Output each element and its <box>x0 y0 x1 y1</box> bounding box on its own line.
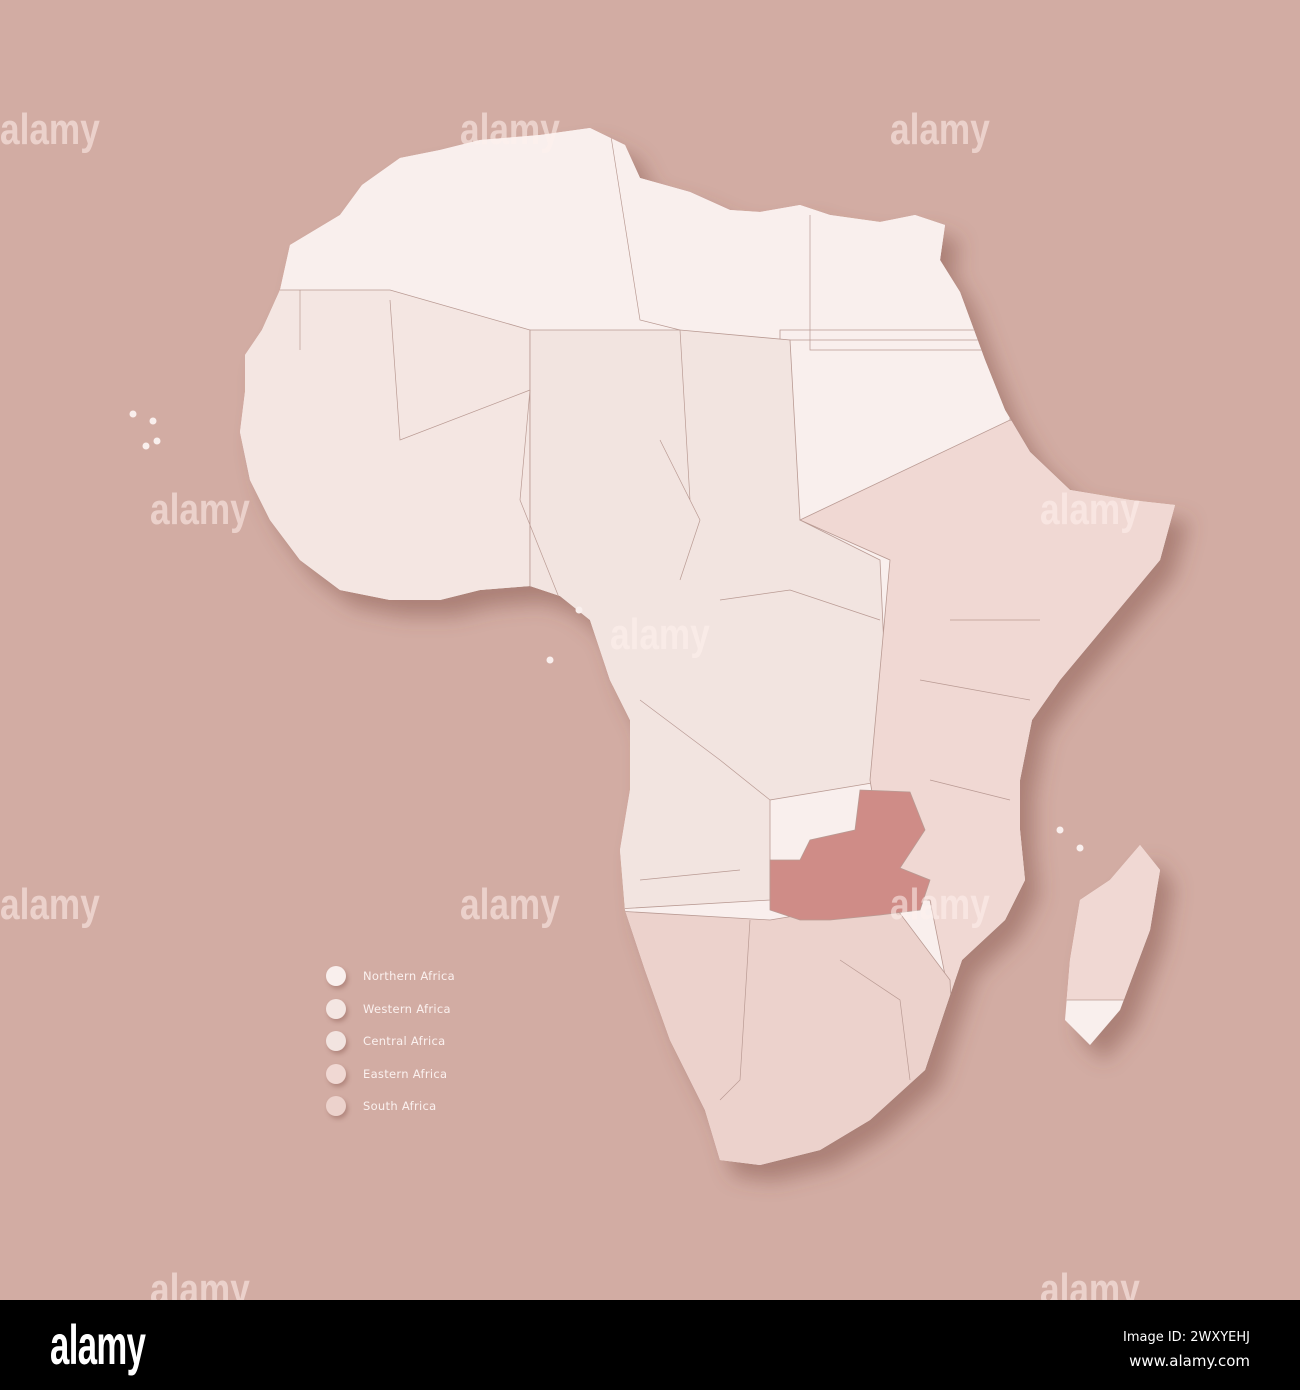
islands <box>129 410 1084 852</box>
legend-item: Eastern Africa <box>326 1058 455 1091</box>
island <box>1076 844 1084 852</box>
country-borders <box>299 129 1040 1101</box>
island <box>575 606 583 614</box>
legend-label: Western Africa <box>363 1001 451 1016</box>
image-id: Image ID: 2WXYEHJ <box>1123 1330 1250 1345</box>
legend-item: South Africa <box>326 1090 455 1123</box>
footer-url[interactable]: www.alamy.com <box>1129 1352 1250 1370</box>
legend-label: Central Africa <box>363 1034 446 1049</box>
island <box>142 442 150 450</box>
island <box>153 437 161 445</box>
legend-label: Northern Africa <box>363 969 456 984</box>
legend-swatch <box>326 998 346 1019</box>
legend-item: Western Africa <box>326 993 455 1026</box>
legend-swatch <box>326 1063 346 1084</box>
legend-swatch <box>326 966 346 987</box>
footer-logo[interactable]: alamy <box>50 1313 146 1376</box>
footer-bar: alamy Image ID: 2WXYEHJ www.alamy.com <box>0 1300 1300 1390</box>
region-zambia <box>769 789 931 921</box>
legend-swatch <box>326 1031 346 1052</box>
island <box>1056 826 1064 834</box>
legend-item: Central Africa <box>326 1025 455 1058</box>
legend-item: Northern Africa <box>326 960 455 993</box>
island <box>149 417 157 425</box>
africa-map <box>129 128 1175 1165</box>
legend-label: Eastern Africa <box>363 1066 448 1081</box>
island <box>129 410 137 418</box>
legend: Northern Africa Western Africa Central Afr… <box>326 960 455 1123</box>
legend-swatch <box>326 1096 346 1117</box>
island <box>546 656 554 664</box>
legend-label: South Africa <box>363 1099 437 1114</box>
